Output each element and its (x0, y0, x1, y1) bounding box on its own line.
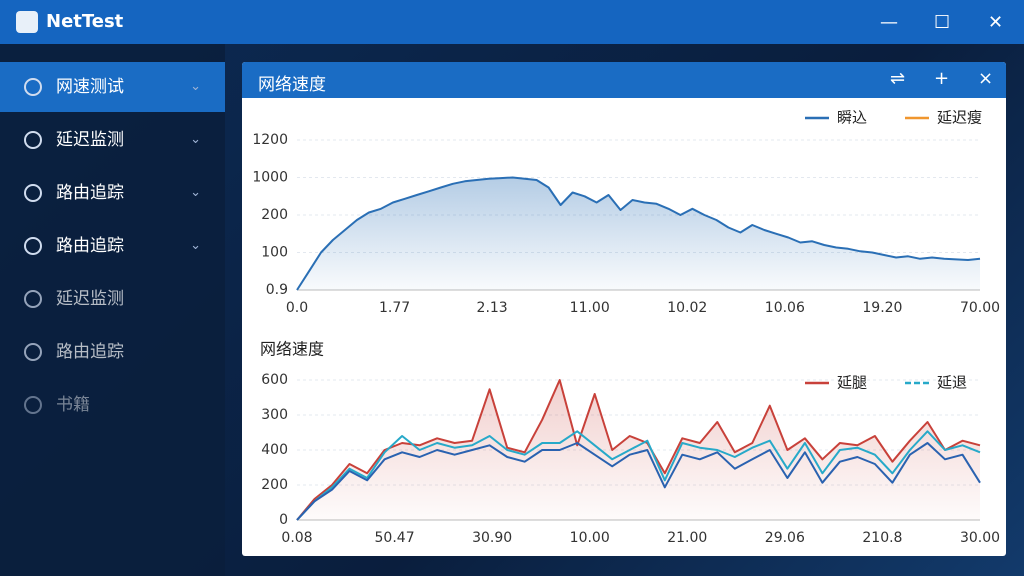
x-tick-label: 210.8 (862, 530, 902, 546)
y-tick-label: 400 (261, 442, 288, 458)
x-tick-label: 0.0 (286, 300, 308, 316)
item-icon (24, 237, 42, 255)
legend-label: 瞬込 (837, 109, 867, 127)
sidebar-item[interactable]: 延迟监测 (0, 274, 225, 324)
chevron: ⌄ (190, 79, 201, 94)
item-icon (24, 184, 42, 202)
chevron: ⌄ (190, 238, 201, 253)
x-tick-label: 30.00 (960, 530, 1000, 546)
x-tick-label: 2.13 (477, 300, 508, 316)
sidebar-item[interactable]: 延迟监测 ⌄ (0, 115, 225, 165)
y-tick-label: 1000 (252, 170, 288, 186)
sidebar-item[interactable]: 路由追踪 ⌄ (0, 221, 225, 271)
item-label: 路由追踪 (56, 236, 124, 256)
app-title: NetTest (46, 11, 124, 32)
chart-title: 网络速度 (260, 340, 324, 359)
area-fill (297, 177, 980, 290)
y-tick-label: 300 (261, 407, 288, 423)
chevron: ⌄ (190, 185, 201, 200)
close-button[interactable]: ✕ (988, 12, 1004, 33)
item-label: 延迟监测 (56, 130, 124, 150)
filter-button[interactable]: ⇌ (890, 68, 906, 89)
add-button[interactable]: + (934, 68, 950, 89)
app-logo (16, 11, 38, 33)
sidebar-item[interactable]: 网速测试 ⌄ (0, 62, 225, 112)
item-icon (24, 290, 42, 308)
title-bar: NetTest — ☐ ✕ (0, 0, 1024, 44)
area-fill (297, 380, 980, 520)
series-line (296, 430, 981, 521)
legend-label: 延迟瘦 (937, 109, 982, 127)
x-tick-label: 29.06 (765, 530, 805, 546)
item-icon (24, 131, 42, 149)
item-icon (24, 78, 42, 96)
x-tick-label: 70.00 (960, 300, 1000, 316)
x-tick-label: 10.00 (570, 530, 610, 546)
x-tick-label: 0.08 (281, 530, 312, 546)
y-tick-label: 600 (261, 372, 288, 388)
legend-label: 延退 (937, 374, 967, 392)
close-panel-button[interactable]: × (978, 68, 994, 89)
item-label: 书籍 (56, 395, 90, 415)
item-label: 路由追踪 (56, 342, 124, 362)
item-icon (24, 396, 42, 414)
y-tick-label: 100 (261, 245, 288, 261)
x-tick-label: 11.00 (570, 300, 610, 316)
y-tick-label: 200 (261, 477, 288, 493)
x-tick-label: 10.06 (765, 300, 805, 316)
minimize-button[interactable]: — (880, 12, 898, 33)
panel-header: 网络速度 ⇌ + × (242, 62, 1006, 98)
y-tick-label: 0 (279, 512, 288, 528)
legend-label: 延腿 (837, 374, 867, 392)
sidebar: 网速测试 ⌄ 延迟监测 ⌄ 路由追踪 ⌄ 路由追踪 ⌄ 延迟监测 路由追踪 书籍 (0, 44, 225, 576)
sidebar-item[interactable]: 路由追踪 ⌄ (0, 168, 225, 218)
item-label: 网速测试 (56, 77, 124, 97)
x-tick-label: 30.90 (472, 530, 512, 546)
sidebar-item[interactable]: 路由追踪 (0, 327, 225, 377)
item-icon (24, 343, 42, 361)
panel-title: 网络速度 (258, 75, 326, 95)
y-tick-label: 1200 (252, 132, 288, 148)
item-label: 延迟监测 (56, 289, 124, 309)
x-tick-label: 19.20 (862, 300, 902, 316)
series-line (296, 442, 981, 521)
chevron: ⌄ (190, 132, 201, 147)
y-tick-label: 0.9 (266, 282, 288, 298)
y-tick-label: 200 (261, 207, 288, 223)
x-tick-label: 50.47 (375, 530, 415, 546)
x-tick-label: 21.00 (667, 530, 707, 546)
sidebar-item[interactable]: 书籍 (0, 380, 225, 430)
maximize-button[interactable]: ☐ (934, 12, 951, 33)
series-line (296, 176, 981, 291)
item-label: 路由追踪 (56, 183, 124, 203)
x-tick-label: 1.77 (379, 300, 410, 316)
x-tick-label: 10.02 (667, 300, 707, 316)
